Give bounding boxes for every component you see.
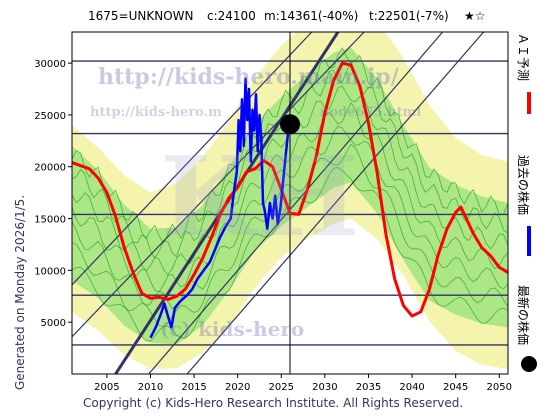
y-tick-label: 15000: [34, 215, 66, 226]
x-tick-label: 2025: [269, 382, 294, 393]
legend-label-past-price: 過去の株価: [516, 155, 530, 216]
generated-date-caption: Generated on Monday 2026/1/5.: [13, 194, 27, 390]
trend-line: [186, 32, 485, 374]
x-tick-label: 2050: [487, 382, 512, 393]
watermark-copyright: (c) kids-hero: [160, 317, 304, 341]
x-tick-label: 2030: [312, 382, 337, 393]
x-tick-label: 2010: [138, 382, 163, 393]
watermark-url: http://kids-hero.main.jp/: [98, 64, 400, 90]
legend-label-latest-price: 最新の株価: [516, 285, 530, 346]
header-target-price: t:22501(-7%): [369, 9, 449, 23]
trend-line: [72, 32, 365, 338]
latest-price-dot: [280, 114, 300, 135]
header-code-name: 1675=UNKNOWN: [88, 9, 194, 23]
ai-forecast-line: [72, 61, 508, 318]
trend-line: [72, 32, 313, 286]
trend-line: [148, 32, 444, 374]
legend-marker-latest-price: [521, 356, 537, 372]
watermark-logo: KH: [160, 132, 360, 261]
y-tick-label: 25000: [34, 111, 66, 122]
copyright-footer: Copyright (c) Kids-Hero Research Institu…: [83, 396, 464, 410]
plot-frame: [71, 31, 509, 375]
x-tick-label: 2035: [356, 382, 381, 393]
header-minimum-price: m:14361(-40%): [264, 9, 359, 23]
y-tick-label: 30000: [34, 59, 66, 70]
header-rating: ★☆: [464, 9, 486, 23]
y-tick-label: 5000: [41, 318, 66, 329]
x-tick-label: 2020: [225, 382, 250, 393]
y-tick-label: 20000: [34, 163, 66, 174]
x-tick-label: 2045: [443, 382, 468, 393]
plot-area: http://kids-hero.main.jp/http://kids-her…: [72, 32, 508, 374]
y-tick-label: 10000: [34, 266, 66, 277]
legend-label-ai-forecast: ＡＩ予測: [516, 33, 530, 82]
x-tick-label: 2015: [181, 382, 206, 393]
x-tick-label: 2005: [94, 382, 119, 393]
watermark-url-small: http://kids-hero.m: [90, 105, 222, 120]
header-current-price: c:24100: [207, 9, 256, 23]
watermark-url-small-right: node675.html: [320, 105, 421, 120]
x-tick-label: 2040: [399, 382, 424, 393]
past-price-line: [149, 77, 292, 339]
